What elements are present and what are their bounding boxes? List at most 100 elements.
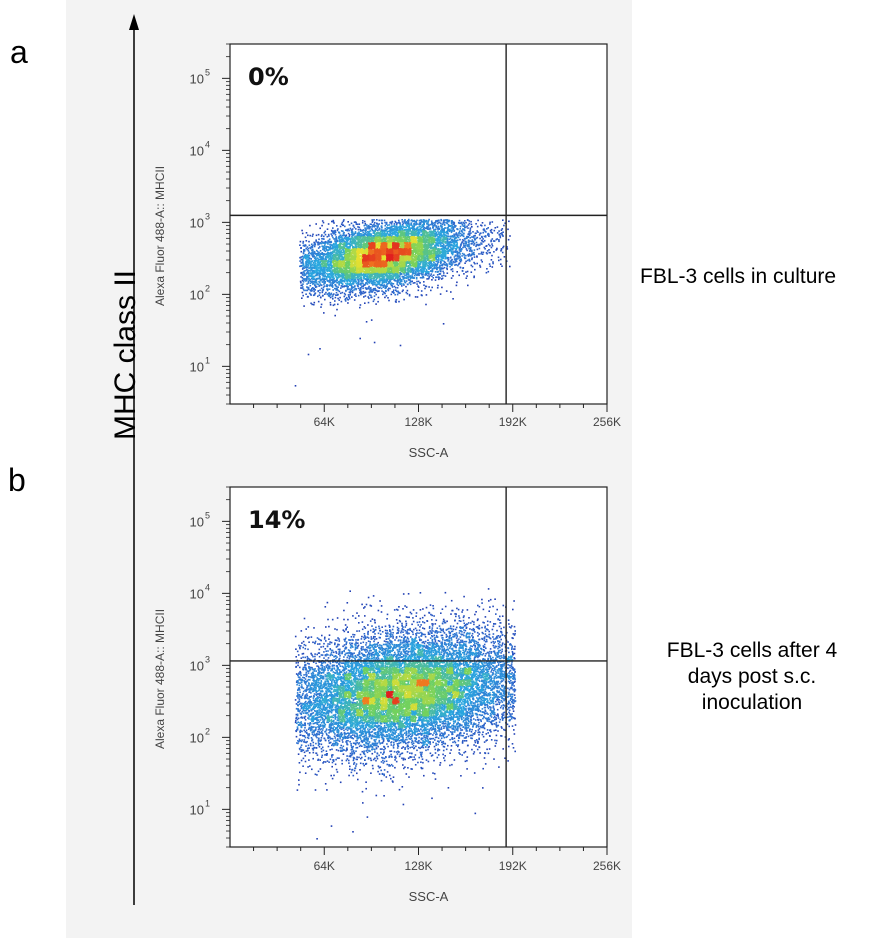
data-point (374, 280, 376, 282)
data-point (319, 294, 321, 296)
data-point (426, 220, 428, 222)
data-point (488, 249, 490, 251)
data-point (502, 252, 504, 254)
data-point (391, 225, 393, 227)
data-point (365, 236, 367, 238)
data-point (303, 275, 305, 277)
data-point (376, 223, 378, 225)
data-point (378, 233, 380, 235)
data-point (416, 283, 418, 285)
data-point (330, 265, 332, 267)
data-point (412, 230, 414, 232)
data-point (386, 223, 388, 225)
data-point (401, 273, 403, 275)
data-point (437, 253, 439, 255)
data-point (371, 289, 373, 291)
data-point (440, 293, 442, 295)
data-point (371, 274, 373, 276)
data-point (465, 238, 467, 240)
data-point (412, 276, 414, 278)
data-point (440, 219, 442, 221)
data-point (339, 239, 341, 241)
data-point (446, 232, 448, 234)
data-point (392, 234, 394, 236)
data-point (402, 267, 404, 269)
data-point (327, 284, 329, 286)
data-point (314, 270, 316, 272)
data-point (492, 261, 494, 263)
data-point (351, 231, 353, 233)
data-point (448, 229, 450, 231)
data-point (456, 285, 458, 287)
data-point (406, 277, 408, 279)
data-point (426, 256, 428, 258)
data-point (407, 220, 409, 222)
data-point (442, 242, 444, 244)
data-point (399, 283, 401, 285)
data-point (473, 277, 475, 279)
data-point (309, 267, 311, 269)
data-point (319, 256, 321, 258)
data-point (385, 234, 387, 236)
data-point (421, 224, 423, 226)
data-point (456, 264, 458, 266)
data-point (305, 279, 307, 281)
data-point (441, 287, 443, 289)
data-point (353, 234, 355, 236)
data-point (412, 270, 414, 272)
data-point (382, 232, 384, 234)
data-point (366, 228, 368, 230)
data-point (346, 297, 348, 299)
data-point (384, 220, 386, 222)
data-point (449, 263, 451, 265)
data-point (324, 293, 326, 295)
data-point (376, 284, 378, 286)
data-point (318, 281, 320, 283)
data-point (383, 282, 385, 284)
data-point (491, 255, 493, 257)
data-point (443, 228, 445, 230)
data-point (349, 235, 351, 237)
data-point (376, 277, 378, 279)
data-point (502, 231, 504, 233)
data-point (346, 279, 348, 281)
data-point (457, 228, 459, 230)
data-point (471, 265, 473, 267)
data-point (338, 282, 340, 284)
data-point (307, 256, 309, 258)
data-point (452, 254, 454, 256)
data-point (360, 304, 362, 306)
data-point (422, 273, 424, 275)
data-point (451, 251, 453, 253)
data-point (305, 237, 307, 239)
data-point (422, 226, 424, 228)
data-point (430, 263, 432, 265)
data-point (487, 250, 489, 252)
data-point (318, 241, 320, 243)
data-point (396, 291, 398, 293)
data-point (434, 233, 436, 235)
data-point (395, 301, 397, 303)
data-point (350, 238, 352, 240)
data-point (326, 242, 328, 244)
data-point (306, 283, 308, 285)
data-point (322, 256, 324, 258)
data-point (355, 228, 357, 230)
data-point (325, 292, 327, 294)
data-point (306, 268, 308, 270)
data-point (305, 267, 307, 269)
data-point (347, 283, 349, 285)
data-point (322, 295, 324, 297)
data-point (350, 228, 352, 230)
data-point (509, 266, 511, 268)
data-point (447, 266, 449, 268)
data-point (394, 231, 396, 233)
data-point (466, 236, 468, 238)
data-point (323, 261, 325, 263)
data-point (444, 222, 446, 224)
data-point (384, 297, 386, 299)
data-point (317, 269, 319, 271)
data-point (447, 233, 449, 235)
data-point (323, 255, 325, 257)
data-point (363, 242, 365, 244)
